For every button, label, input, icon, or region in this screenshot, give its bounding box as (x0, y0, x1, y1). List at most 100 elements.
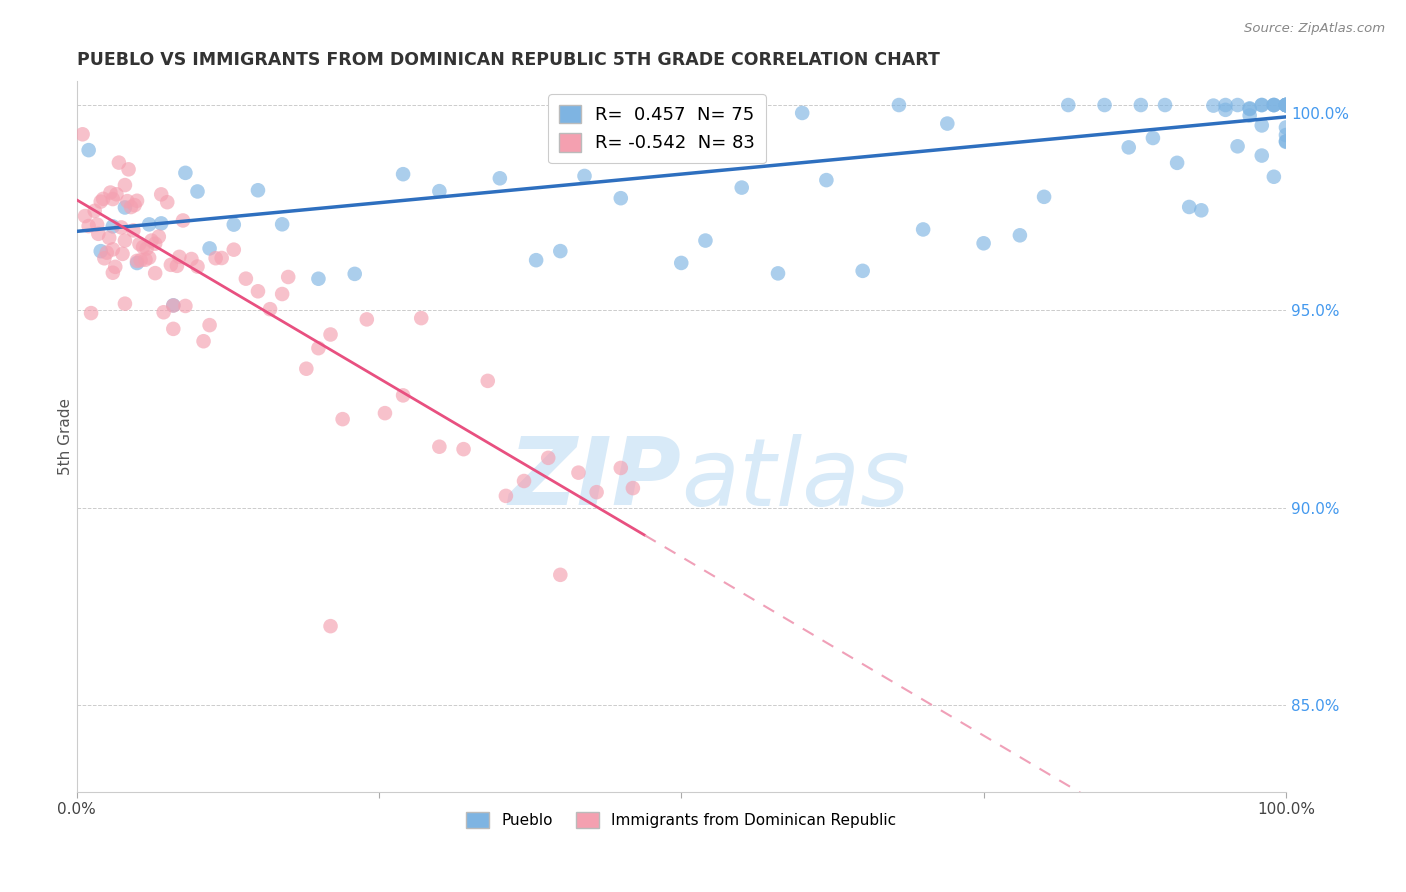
Point (104, 260, 127, 274)
Point (1250, 98, 1272, 112)
Point (453, 442, 475, 457)
Point (174, 166, 197, 180)
Point (259, 302, 281, 317)
Point (152, 305, 174, 319)
Point (91, 192, 114, 206)
Point (101, 266, 124, 280)
Point (1250, 148, 1272, 162)
Point (186, 185, 208, 199)
Point (93, 252, 115, 266)
Point (973, 236, 995, 251)
Point (117, 194, 139, 208)
Point (141, 234, 163, 248)
Point (1263, 98, 1285, 112)
Point (912, 222, 935, 236)
Point (90, 194, 112, 209)
Point (101, 219, 124, 234)
Point (128, 236, 150, 251)
Point (134, 252, 156, 267)
Text: ZIP: ZIP (509, 434, 682, 525)
Point (1250, 119, 1272, 133)
Point (90, 244, 112, 259)
Point (77, 143, 100, 157)
Point (101, 192, 124, 206)
Point (110, 220, 132, 235)
Point (1226, 139, 1249, 153)
Point (174, 299, 197, 313)
Point (277, 270, 299, 285)
Point (1275, 98, 1298, 112)
Point (671, 256, 693, 270)
Point (1250, 98, 1272, 112)
Point (80, 306, 103, 320)
Point (1263, 169, 1285, 184)
Point (537, 450, 560, 465)
Point (117, 162, 139, 177)
Point (162, 299, 184, 313)
Point (193, 334, 215, 349)
Point (1275, 98, 1298, 112)
Point (169, 250, 191, 264)
Point (429, 440, 451, 454)
Point (87, 227, 110, 241)
Point (574, 169, 596, 183)
Point (1154, 98, 1177, 112)
Point (86, 218, 108, 232)
Point (792, 106, 814, 120)
Point (150, 216, 173, 230)
Point (610, 191, 633, 205)
Point (156, 195, 179, 210)
Point (111, 247, 134, 261)
Point (936, 117, 959, 131)
Point (343, 267, 366, 281)
Point (1008, 228, 1031, 243)
Point (766, 266, 789, 280)
Point (186, 260, 208, 274)
Point (1239, 101, 1261, 115)
Point (180, 252, 202, 266)
Point (411, 311, 433, 326)
Point (1275, 98, 1298, 112)
Point (132, 240, 155, 254)
Point (98, 231, 121, 245)
Point (1275, 134, 1298, 148)
Point (143, 266, 166, 280)
Point (524, 253, 547, 268)
Point (246, 285, 269, 299)
Point (429, 184, 451, 198)
Point (295, 361, 318, 376)
Point (120, 200, 142, 214)
Point (138, 251, 160, 265)
Point (852, 264, 875, 278)
Point (198, 318, 221, 332)
Point (477, 374, 499, 388)
Point (77, 219, 100, 233)
Point (695, 234, 717, 248)
Point (138, 218, 160, 232)
Point (1275, 128, 1298, 142)
Point (96, 245, 118, 260)
Point (1142, 131, 1164, 145)
Point (495, 489, 517, 503)
Point (125, 194, 148, 208)
Point (1275, 98, 1298, 112)
Point (1166, 156, 1188, 170)
Point (124, 198, 146, 212)
Point (122, 223, 145, 237)
Point (392, 388, 415, 402)
Point (172, 213, 194, 227)
Point (166, 259, 188, 273)
Point (105, 187, 128, 202)
Point (101, 243, 124, 257)
Point (513, 474, 536, 488)
Point (271, 217, 294, 231)
Point (887, 98, 910, 112)
Point (1215, 98, 1237, 112)
Point (222, 243, 245, 257)
Point (307, 271, 329, 285)
Legend: Pueblo, Immigrants from Dominican Republic: Pueblo, Immigrants from Dominican Republ… (460, 805, 903, 834)
Point (1202, 98, 1225, 112)
Point (1178, 200, 1201, 214)
Point (374, 406, 396, 420)
Point (100, 186, 122, 200)
